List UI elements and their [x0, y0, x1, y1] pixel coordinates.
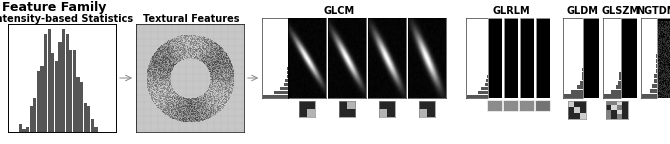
Bar — [73, 50, 76, 132]
Bar — [51, 53, 54, 132]
Bar — [66, 34, 69, 132]
Text: GLDM: GLDM — [566, 6, 598, 17]
Bar — [610, 90, 621, 94]
Bar — [642, 94, 657, 98]
Bar — [87, 106, 90, 132]
Bar — [654, 74, 657, 78]
Bar — [287, 67, 288, 70]
Bar — [279, 87, 288, 90]
Bar — [84, 103, 87, 132]
Bar — [55, 61, 58, 132]
Bar — [275, 91, 288, 94]
Bar — [283, 83, 288, 86]
Bar — [19, 124, 22, 132]
Bar — [285, 79, 288, 82]
Text: GLRLM: GLRLM — [492, 6, 530, 17]
Bar — [287, 75, 288, 78]
Bar — [577, 85, 583, 89]
Bar — [58, 42, 62, 132]
Bar — [69, 50, 72, 132]
Bar — [22, 129, 25, 132]
Bar — [618, 81, 621, 85]
Bar — [656, 59, 657, 63]
Bar — [580, 81, 583, 85]
Bar — [91, 119, 94, 132]
Bar — [26, 127, 29, 132]
Bar — [654, 79, 657, 83]
Bar — [604, 94, 621, 98]
Bar — [651, 84, 657, 88]
Text: GLCM: GLCM — [324, 6, 355, 17]
Bar — [487, 75, 488, 78]
Text: Textural Features: Textural Features — [143, 14, 239, 23]
Bar — [486, 79, 488, 82]
Bar — [620, 72, 621, 76]
Bar — [467, 95, 488, 98]
Bar — [564, 94, 583, 98]
Text: NGTDM: NGTDM — [636, 6, 670, 17]
Text: Feature Family: Feature Family — [2, 1, 107, 14]
Bar — [582, 76, 583, 80]
Bar — [29, 106, 33, 132]
Bar — [620, 76, 621, 80]
Bar — [263, 95, 288, 98]
Bar — [40, 66, 44, 132]
Text: GLSZM: GLSZM — [602, 6, 640, 17]
Bar — [656, 69, 657, 73]
Bar — [37, 71, 40, 132]
Bar — [76, 77, 80, 132]
Bar — [572, 90, 583, 94]
Bar — [616, 85, 621, 89]
Bar — [94, 127, 98, 132]
Bar — [80, 82, 83, 132]
Bar — [582, 72, 583, 76]
Bar — [44, 34, 48, 132]
Bar — [48, 29, 51, 132]
Bar — [34, 98, 36, 132]
Bar — [481, 87, 488, 90]
Bar — [485, 83, 488, 86]
Text: Intensity-based Statistics: Intensity-based Statistics — [0, 14, 133, 23]
Bar — [287, 71, 288, 74]
Bar — [651, 89, 657, 93]
Bar — [478, 91, 488, 94]
Bar — [62, 29, 65, 132]
Bar — [656, 64, 657, 68]
